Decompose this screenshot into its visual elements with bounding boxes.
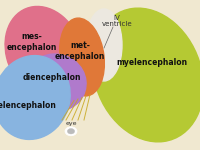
Text: diencephalon: diencephalon xyxy=(23,74,81,82)
Circle shape xyxy=(67,129,75,134)
Ellipse shape xyxy=(93,8,200,142)
Text: myelencephalon: myelencephalon xyxy=(116,58,188,68)
Text: met-
encephalon: met- encephalon xyxy=(55,42,105,60)
Text: eye: eye xyxy=(65,120,77,126)
Ellipse shape xyxy=(0,56,70,139)
Text: IV
ventricle: IV ventricle xyxy=(102,15,132,27)
Text: mes-
encephalon: mes- encephalon xyxy=(7,32,57,52)
Circle shape xyxy=(65,127,77,136)
Ellipse shape xyxy=(86,9,122,81)
Ellipse shape xyxy=(26,54,86,111)
Ellipse shape xyxy=(60,18,104,96)
Ellipse shape xyxy=(5,6,83,99)
Text: telencephalon: telencephalon xyxy=(0,100,57,109)
